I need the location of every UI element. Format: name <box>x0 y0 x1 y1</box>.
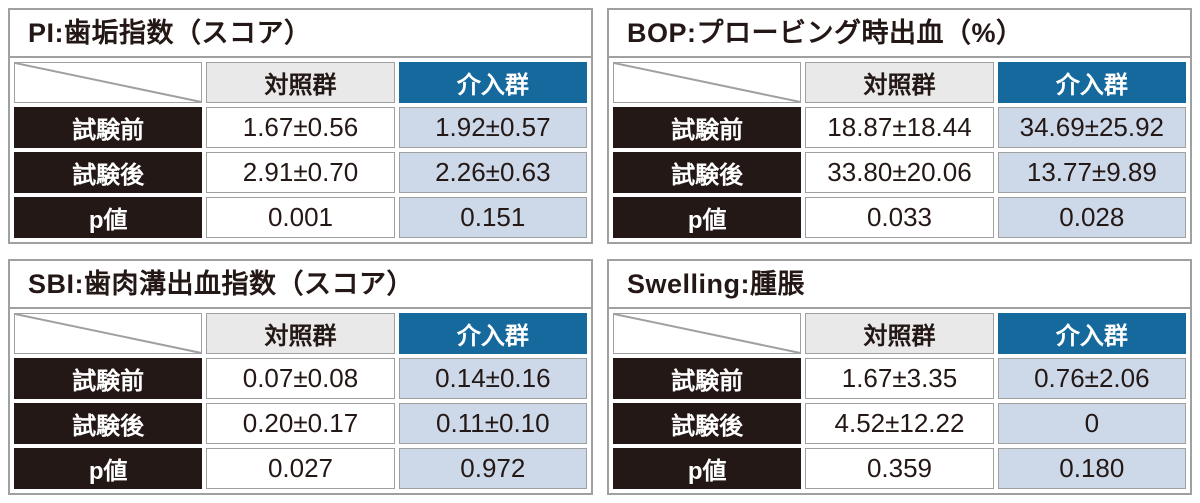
header-row: 対照群 介入群 <box>613 313 1186 354</box>
column-header-intervention: 介入群 <box>398 313 587 354</box>
value-control: 0.001 <box>206 197 395 238</box>
table-row: p値 0.027 0.972 <box>14 448 587 489</box>
value-intervention: 2.26±0.63 <box>398 152 587 193</box>
data-table-swelling: 対照群 介入群 試験前 1.67±3.35 0.76±2.06 試験後 4.52… <box>609 309 1190 493</box>
column-header-control: 対照群 <box>805 313 994 354</box>
row-label: 試験後 <box>14 403 203 444</box>
diagonal-corner-cell <box>613 313 802 354</box>
table-title-pi: PI:歯垢指数（スコア） <box>10 10 591 58</box>
value-control: 0.359 <box>805 448 994 489</box>
row-label: 試験後 <box>613 403 802 444</box>
column-header-control: 対照群 <box>206 62 395 103</box>
value-control: 2.91±0.70 <box>206 152 395 193</box>
diagonal-line-icon <box>15 314 201 353</box>
table-title-bop: BOP:プロービング時出血（%） <box>609 10 1190 58</box>
value-intervention: 0 <box>997 403 1186 444</box>
row-label: 試験後 <box>613 152 802 193</box>
diagonal-corner-cell <box>613 62 802 103</box>
value-intervention: 0.76±2.06 <box>997 358 1186 399</box>
value-control: 4.52±12.22 <box>805 403 994 444</box>
row-label: p値 <box>613 448 802 489</box>
value-intervention: 13.77±9.89 <box>997 152 1186 193</box>
value-control: 0.20±0.17 <box>206 403 395 444</box>
table-card-pi: PI:歯垢指数（スコア） 対照群 介入群 試験前 1.67±0.56 1.92±… <box>8 8 593 244</box>
table-row: 試験前 0.07±0.08 0.14±0.16 <box>14 358 587 399</box>
row-label: 試験後 <box>14 152 203 193</box>
column-header-control: 対照群 <box>206 313 395 354</box>
table-row: 試験後 0.20±0.17 0.11±0.10 <box>14 403 587 444</box>
diagonal-line-icon <box>15 63 201 102</box>
table-row: 試験後 33.80±20.06 13.77±9.89 <box>613 152 1186 193</box>
table-title-sbi: SBI:歯肉溝出血指数（スコア） <box>10 261 591 309</box>
row-label: 試験前 <box>613 107 802 148</box>
table-row: p値 0.359 0.180 <box>613 448 1186 489</box>
column-header-intervention: 介入群 <box>997 313 1186 354</box>
diagonal-corner-cell <box>14 313 203 354</box>
header-row: 対照群 介入群 <box>613 62 1186 103</box>
table-row: 試験後 4.52±12.22 0 <box>613 403 1186 444</box>
value-control: 1.67±0.56 <box>206 107 395 148</box>
value-intervention: 0.151 <box>398 197 587 238</box>
table-row: 試験後 2.91±0.70 2.26±0.63 <box>14 152 587 193</box>
row-label: p値 <box>14 197 203 238</box>
data-table-bop: 対照群 介入群 試験前 18.87±18.44 34.69±25.92 試験後 … <box>609 58 1190 242</box>
diagonal-line-icon <box>614 63 800 102</box>
header-row: 対照群 介入群 <box>14 313 587 354</box>
table-card-bop: BOP:プロービング時出血（%） 対照群 介入群 試験前 18.87±18.44… <box>607 8 1192 244</box>
row-label: p値 <box>613 197 802 238</box>
data-table-sbi: 対照群 介入群 試験前 0.07±0.08 0.14±0.16 試験後 0.20… <box>10 309 591 493</box>
column-header-control: 対照群 <box>805 62 994 103</box>
column-header-intervention: 介入群 <box>997 62 1186 103</box>
diagonal-line-icon <box>614 314 800 353</box>
table-row: 試験前 18.87±18.44 34.69±25.92 <box>613 107 1186 148</box>
header-row: 対照群 介入群 <box>14 62 587 103</box>
value-control: 18.87±18.44 <box>805 107 994 148</box>
value-control: 0.033 <box>805 197 994 238</box>
value-intervention: 0.14±0.16 <box>398 358 587 399</box>
value-control: 0.07±0.08 <box>206 358 395 399</box>
table-title-swelling: Swelling:腫脹 <box>609 261 1190 309</box>
value-intervention: 0.180 <box>997 448 1186 489</box>
row-label: 試験前 <box>14 358 203 399</box>
value-intervention: 0.11±0.10 <box>398 403 587 444</box>
value-control: 0.027 <box>206 448 395 489</box>
diagonal-corner-cell <box>14 62 203 103</box>
table-row: 試験前 1.67±0.56 1.92±0.57 <box>14 107 587 148</box>
row-label: 試験前 <box>613 358 802 399</box>
column-header-intervention: 介入群 <box>398 62 587 103</box>
value-intervention: 0.972 <box>398 448 587 489</box>
value-control: 1.67±3.35 <box>805 358 994 399</box>
table-row: p値 0.001 0.151 <box>14 197 587 238</box>
value-intervention: 0.028 <box>997 197 1186 238</box>
row-label: 試験前 <box>14 107 203 148</box>
value-intervention: 34.69±25.92 <box>997 107 1186 148</box>
value-intervention: 1.92±0.57 <box>398 107 587 148</box>
table-card-swelling: Swelling:腫脹 対照群 介入群 試験前 1.67±3.35 0.76±2… <box>607 259 1192 495</box>
table-row: 試験前 1.67±3.35 0.76±2.06 <box>613 358 1186 399</box>
row-label: p値 <box>14 448 203 489</box>
table-row: p値 0.033 0.028 <box>613 197 1186 238</box>
value-control: 33.80±20.06 <box>805 152 994 193</box>
table-card-sbi: SBI:歯肉溝出血指数（スコア） 対照群 介入群 試験前 0.07±0.08 0… <box>8 259 593 495</box>
data-table-pi: 対照群 介入群 試験前 1.67±0.56 1.92±0.57 試験後 2.91… <box>10 58 591 242</box>
